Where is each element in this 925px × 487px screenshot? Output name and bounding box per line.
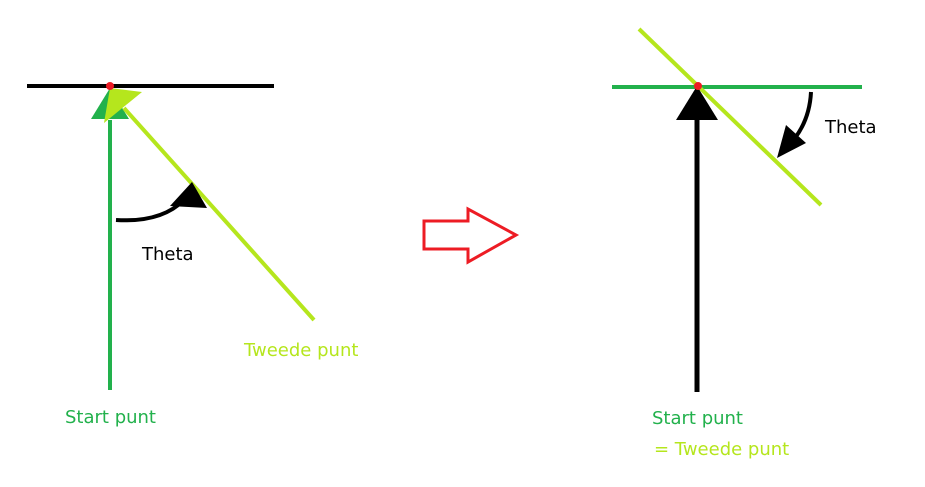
right-panel: Theta Start punt = Tweede punt <box>612 27 877 460</box>
left-start-point-label: Start punt <box>65 407 156 428</box>
right-start-point-label: Start punt <box>652 408 743 429</box>
left-diagonal-lime-line <box>122 106 316 322</box>
left-theta-arrowhead <box>170 182 207 208</box>
right-diagonal-lime-line <box>637 27 823 207</box>
left-second-point-label: Tweede punt <box>243 340 358 361</box>
right-intersection-point <box>694 82 702 90</box>
left-theta-label: Theta <box>141 244 194 265</box>
left-panel: Theta Tweede punt Start punt <box>27 82 358 428</box>
left-intersection-point <box>106 82 114 90</box>
right-theta-arc <box>793 91 813 140</box>
transition-arrow-icon <box>422 206 520 265</box>
right-theta-label: Theta <box>824 117 877 138</box>
right-theta-arrowhead <box>777 125 806 158</box>
left-lime-arrowhead <box>104 88 142 123</box>
right-black-arrowhead <box>676 86 718 120</box>
right-equals-second-point-label: = Tweede punt <box>654 439 789 460</box>
